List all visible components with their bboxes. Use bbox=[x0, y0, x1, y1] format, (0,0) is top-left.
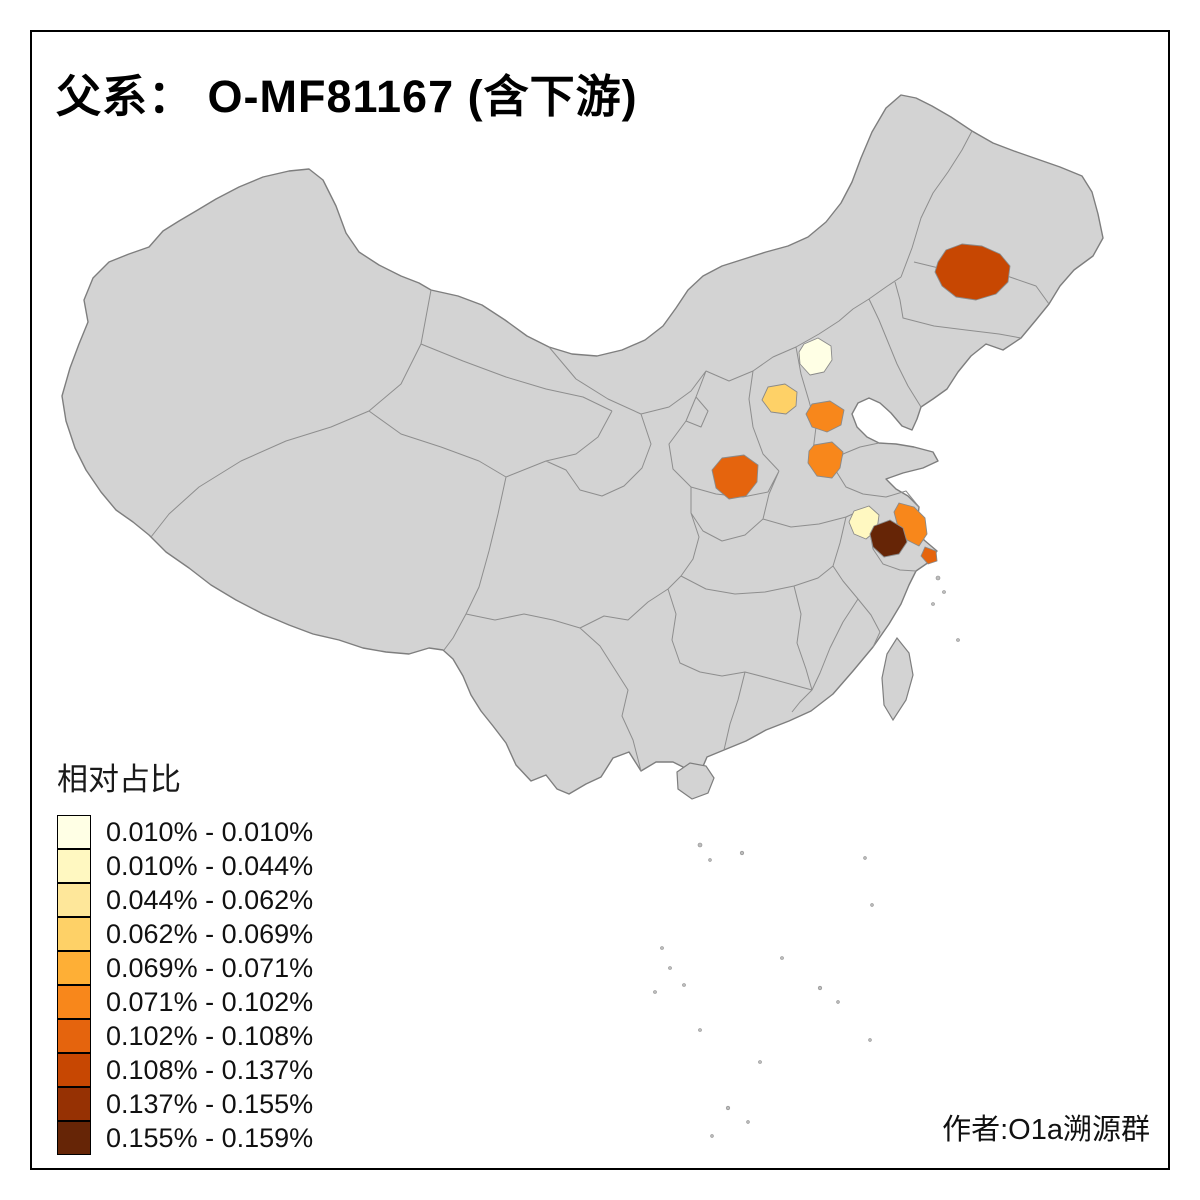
legend-label: 0.155% - 0.159% bbox=[106, 1122, 314, 1153]
legend-label: 0.010% - 0.010% bbox=[106, 816, 314, 847]
china-mainland-shape bbox=[61, 94, 1104, 795]
legend-swatch bbox=[57, 1086, 91, 1121]
legend-item: 0.062% - 0.069% bbox=[57, 916, 314, 951]
legend-swatch bbox=[57, 848, 91, 883]
hainan-island bbox=[676, 762, 715, 800]
legend-item: 0.069% - 0.071% bbox=[57, 950, 314, 985]
region-jiangsu-east bbox=[893, 502, 928, 547]
legend-label: 0.137% - 0.155% bbox=[106, 1088, 314, 1119]
attribution: 作者:O1a溯源群 bbox=[942, 1114, 1150, 1146]
legend-swatch bbox=[57, 950, 91, 985]
region-northeast bbox=[934, 243, 1011, 301]
legend-swatch bbox=[57, 1018, 91, 1053]
legend-label: 0.108% - 0.137% bbox=[106, 1054, 314, 1085]
region-shanxi bbox=[761, 383, 798, 415]
legend-items: 0.010% - 0.010% 0.010% - 0.044% 0.044% - 0… bbox=[57, 814, 314, 1155]
legend-swatch bbox=[57, 916, 91, 951]
legend-label: 0.010% - 0.044% bbox=[106, 850, 314, 881]
legend-label: 0.071% - 0.102% bbox=[106, 986, 314, 1017]
legend-item: 0.102% - 0.108% bbox=[57, 1018, 314, 1053]
legend-item: 0.010% - 0.044% bbox=[57, 848, 314, 883]
region-jiangsu-dark bbox=[869, 519, 908, 558]
legend-item: 0.155% - 0.159% bbox=[57, 1120, 314, 1155]
taiwan-island bbox=[881, 636, 914, 722]
region-shanghai bbox=[920, 546, 938, 565]
region-beijing bbox=[798, 337, 833, 376]
legend-title: 相对占比 bbox=[57, 762, 181, 797]
page-title: 父系： O-MF81167 (含下游) bbox=[56, 71, 638, 122]
legend-swatch bbox=[57, 882, 91, 917]
region-south-hebei bbox=[805, 400, 845, 433]
legend-swatch bbox=[57, 1120, 91, 1155]
legend-label: 0.044% - 0.062% bbox=[106, 884, 314, 915]
legend-swatch bbox=[57, 1052, 91, 1087]
legend: 相对占比 0.010% - 0.010% 0.010% - 0.044% 0.044… bbox=[57, 754, 313, 1155]
legend-swatch bbox=[57, 814, 91, 849]
legend-item: 0.137% - 0.155% bbox=[57, 1086, 314, 1121]
legend-item: 0.010% - 0.010% bbox=[57, 814, 314, 849]
region-west-shandong bbox=[807, 441, 844, 479]
south-china-sea-islands bbox=[653, 575, 960, 1138]
legend-label: 0.102% - 0.108% bbox=[106, 1020, 314, 1051]
legend-swatch bbox=[57, 984, 91, 1019]
legend-label: 0.069% - 0.071% bbox=[106, 952, 314, 983]
legend-item: 0.108% - 0.137% bbox=[57, 1052, 314, 1087]
legend-item: 0.071% - 0.102% bbox=[57, 984, 314, 1019]
region-central-shaanxi bbox=[711, 454, 759, 500]
legend-item: 0.044% - 0.062% bbox=[57, 882, 314, 917]
legend-label: 0.062% - 0.069% bbox=[106, 918, 314, 949]
